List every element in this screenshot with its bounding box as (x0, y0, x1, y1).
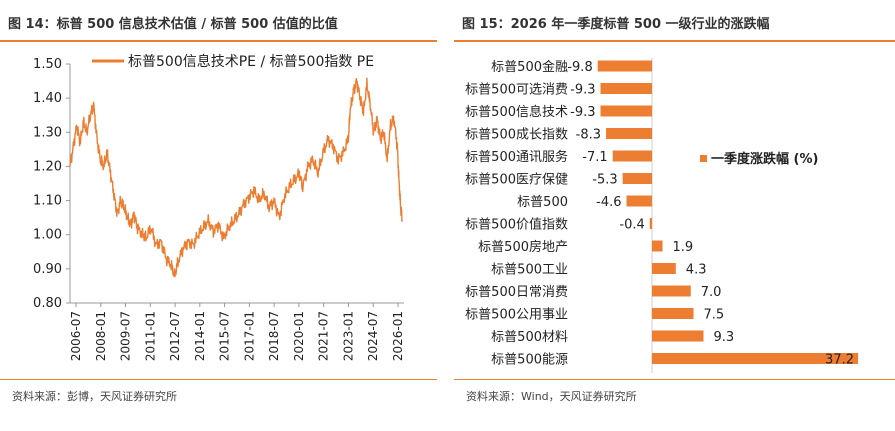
value-label: -7.1 (582, 150, 607, 165)
bar (652, 330, 704, 342)
figure-14-title: 图 14：标普 500 信息技术估值 / 标普 500 估值的比值 (8, 17, 338, 32)
bar (626, 195, 652, 207)
value-label: -9.3 (570, 105, 595, 120)
y-tick-label: 1.30 (33, 125, 62, 140)
series-line-it-pe-ratio (69, 77, 403, 278)
x-tick-label: 2006-07 (69, 311, 83, 361)
x-tick-label: 2011-01 (143, 311, 157, 361)
figure-15-title: 图 15：2026 年一季度标普 500 一级行业的涨跌幅 (462, 17, 770, 32)
bar (652, 240, 663, 252)
value-label: -9.3 (570, 83, 595, 98)
x-tick-label: 2012-07 (168, 311, 182, 361)
x-tick-label: 2026-01 (391, 311, 405, 361)
title-divider (454, 40, 895, 42)
title-divider (0, 40, 437, 42)
value-label: -8.3 (576, 128, 601, 143)
x-tick-label: 2017-01 (242, 311, 256, 361)
x-tick-label: 2015-07 (218, 311, 232, 361)
x-tick-label: 2024-07 (366, 311, 380, 361)
value-label: 4.3 (686, 263, 707, 278)
bar (606, 128, 652, 139)
category-label: 标普500医疗保健 (465, 173, 568, 188)
value-label: 7.0 (701, 285, 722, 300)
legend-label: 标普500信息技术PE / 标普500指数 PE (128, 53, 374, 70)
x-tick-label: 2009-07 (119, 311, 133, 361)
bar (649, 218, 652, 229)
category-label: 标普500公用事业 (465, 308, 568, 323)
bar (652, 285, 691, 297)
category-label: 标普500成长指数 (465, 128, 568, 143)
category-label: 标普500金融 (491, 59, 568, 75)
value-label: 37.2 (825, 353, 854, 368)
x-tick-label: 2021-07 (317, 311, 331, 361)
bar (652, 308, 694, 319)
x-tick-label: 2014-01 (193, 311, 207, 361)
x-tick-label: 2008-01 (94, 311, 108, 361)
category-label: 标普500价值指数 (465, 217, 568, 233)
y-tick-label: 1.10 (33, 194, 62, 209)
right-figure-panel: 图 15：2026 年一季度标普 500 一级行业的涨跌幅 标普500金融 -9.… (454, 0, 895, 431)
y-tick-label: 1.00 (33, 228, 62, 243)
bar (612, 150, 652, 162)
x-tick-label: 2023-01 (341, 311, 355, 361)
value-label: -4.6 (596, 195, 621, 210)
y-tick-label: 1.20 (33, 159, 62, 174)
line-chart: 0.80 0.90 1.00 1.10 1.20 1.30 1.40 1.50 2006-07 2… (33, 53, 405, 361)
category-label: 标普500材料 (491, 330, 568, 345)
bar (600, 105, 652, 117)
value-label: -0.4 (619, 218, 644, 233)
source-divider (0, 379, 437, 380)
bar (622, 173, 652, 184)
category-label: 标普500信息技术 (465, 104, 568, 120)
value-label: 9.3 (714, 330, 735, 345)
category-label: 标普500房地产 (478, 239, 568, 255)
legend-label: 一季度涨跌幅 (%) (711, 151, 818, 167)
value-label: -9.8 (567, 60, 592, 75)
category-label: 标普500 (517, 195, 568, 210)
category-label: 标普500通讯服务 (465, 149, 568, 165)
value-label: 1.9 (673, 240, 694, 255)
bar (652, 263, 676, 274)
x-tick-label: 2018-07 (267, 311, 281, 361)
legend-swatch (700, 155, 707, 162)
value-label: 7.5 (704, 308, 725, 323)
category-label: 标普500可选消费 (465, 83, 568, 98)
y-tick-label: 0.90 (33, 262, 62, 277)
figure-15-source: 资料来源：Wind，天风证券研究所 (466, 390, 637, 403)
x-tick-label: 2020-01 (292, 311, 306, 361)
bar (597, 60, 652, 72)
y-tick-label: 1.50 (33, 57, 62, 72)
figure-14-source: 资料来源：彭博，天风证券研究所 (12, 390, 177, 403)
left-figure-panel: 图 14：标普 500 信息技术估值 / 标普 500 估值的比值 0.80 0.… (0, 0, 437, 431)
y-tick-label: 1.40 (33, 91, 62, 106)
category-label: 标普500能源 (491, 353, 568, 368)
bar (652, 353, 858, 364)
y-tick-label: 0.80 (33, 296, 62, 311)
value-label: -5.3 (592, 173, 617, 188)
bar (600, 83, 652, 94)
category-label: 标普500工业 (491, 263, 568, 278)
source-divider (454, 379, 895, 380)
category-label: 标普500日常消费 (465, 285, 568, 300)
